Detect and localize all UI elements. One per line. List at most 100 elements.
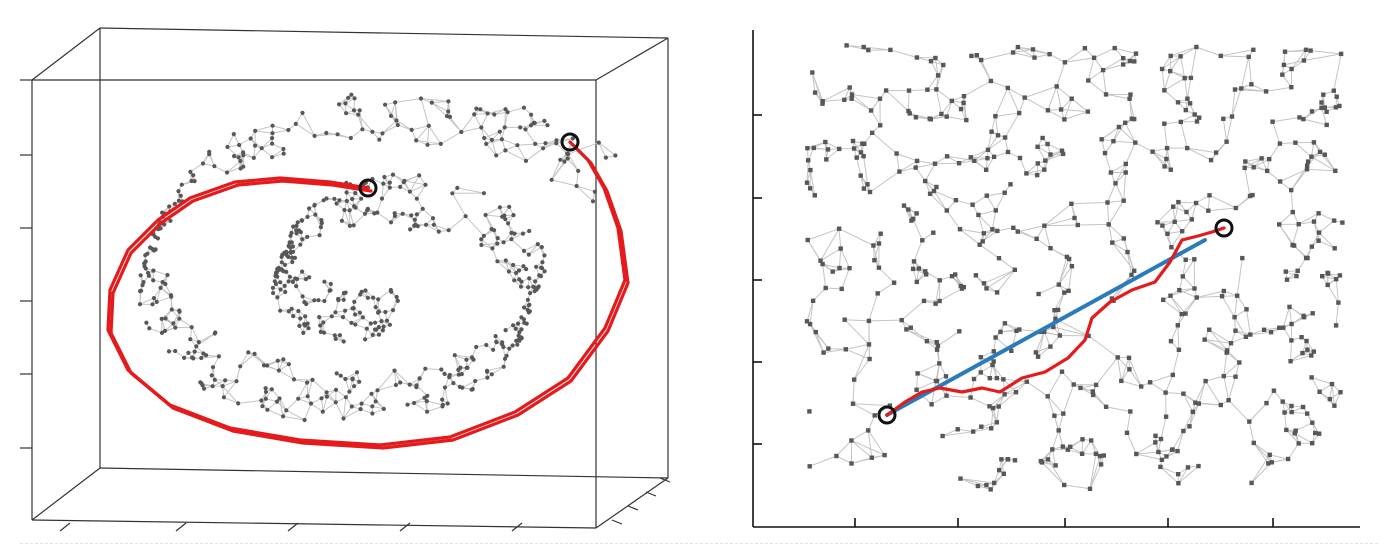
- data-point: [603, 155, 609, 160]
- data-point: [1002, 190, 1007, 195]
- data-point: [283, 289, 288, 295]
- data-point: [1305, 159, 1311, 164]
- graph-edge: [394, 370, 401, 383]
- data-point: [1316, 230, 1322, 235]
- graph-edge: [1081, 440, 1092, 455]
- data-point: [1065, 447, 1070, 452]
- graph-edge: [1235, 362, 1240, 377]
- graph-edge: [1161, 55, 1181, 70]
- data-point: [340, 315, 346, 320]
- data-point: [440, 397, 445, 402]
- data-point: [1176, 472, 1181, 477]
- graph-edge: [853, 358, 871, 380]
- data-point: [154, 299, 159, 304]
- graph-edge: [227, 133, 235, 148]
- data-point: [300, 294, 305, 299]
- graph-edge: [1149, 374, 1173, 383]
- data-point: [1103, 404, 1109, 409]
- graph-edge: [1163, 70, 1171, 91]
- unrolled-2d-plot: [752, 30, 1360, 528]
- graph-edge: [1121, 380, 1142, 387]
- data-point: [928, 59, 934, 64]
- graph-edge: [930, 116, 947, 120]
- data-point: [1247, 419, 1252, 424]
- data-point: [1229, 114, 1235, 119]
- graph-edge: [377, 370, 395, 391]
- data-point: [1042, 167, 1047, 172]
- data-point: [341, 339, 346, 344]
- data-point: [398, 184, 403, 189]
- data-point: [1164, 156, 1169, 162]
- graph-edge: [1170, 295, 1186, 314]
- data-point: [558, 157, 563, 162]
- data-point: [839, 286, 844, 292]
- data-point: [1168, 339, 1174, 344]
- data-point: [1091, 55, 1097, 60]
- graph-edge: [970, 149, 989, 158]
- data-point: [252, 351, 257, 356]
- graph-edge: [195, 333, 216, 347]
- graph-edge: [1004, 112, 1020, 138]
- data-point: [511, 213, 516, 218]
- graph-edge: [402, 213, 415, 221]
- data-point: [1338, 390, 1343, 395]
- data-point: [384, 318, 390, 323]
- data-point: [370, 129, 375, 134]
- data-point: [1050, 447, 1055, 452]
- graph-edge: [992, 364, 1004, 380]
- data-point: [352, 299, 357, 304]
- data-point: [866, 318, 872, 324]
- data-point: [1301, 58, 1307, 63]
- graph-edge: [851, 440, 885, 456]
- graph-edge: [1178, 465, 1199, 484]
- graph-edge: [351, 316, 364, 324]
- data-point: [995, 228, 1000, 234]
- data-point: [866, 428, 871, 433]
- data-point: [1127, 96, 1132, 101]
- graph-edge: [480, 113, 489, 128]
- graph-edge: [272, 125, 289, 131]
- data-point: [1325, 282, 1330, 288]
- data-point: [139, 288, 144, 293]
- graph-edge: [551, 179, 577, 187]
- data-point: [316, 298, 321, 303]
- data-point: [302, 322, 307, 327]
- data-point: [1197, 115, 1202, 120]
- graph-edge: [1223, 290, 1238, 297]
- graph-edge: [1035, 346, 1051, 353]
- graph-edge: [266, 365, 280, 371]
- data-point: [1127, 58, 1133, 64]
- data-point: [390, 308, 396, 313]
- data-point: [1045, 108, 1051, 113]
- data-point: [1277, 325, 1282, 330]
- data-point: [1128, 409, 1133, 414]
- data-point: [333, 336, 338, 341]
- data-point: [1259, 156, 1264, 161]
- data-point: [1207, 193, 1212, 198]
- graph-edge: [1104, 152, 1112, 173]
- data-point: [1268, 330, 1274, 335]
- data-point: [494, 340, 499, 345]
- graph-edge: [977, 214, 985, 234]
- data-point: [545, 123, 550, 128]
- graph-edge: [413, 402, 428, 413]
- graph-edge: [1269, 454, 1289, 460]
- data-point: [333, 387, 339, 392]
- box-edge: [31, 519, 597, 529]
- graph-edge: [279, 398, 287, 411]
- data-point: [1162, 164, 1167, 169]
- data-point: [1334, 94, 1339, 99]
- graph-edge: [870, 110, 881, 126]
- graph-edge: [989, 406, 998, 423]
- data-point: [293, 121, 298, 126]
- graph-edge: [1037, 146, 1046, 161]
- data-point: [539, 265, 544, 270]
- graph-edge: [963, 96, 967, 121]
- data-point: [1185, 145, 1190, 151]
- data-point: [347, 223, 352, 228]
- data-point: [479, 125, 484, 130]
- data-point: [425, 409, 430, 414]
- data-point: [1333, 323, 1339, 328]
- data-point: [976, 212, 981, 218]
- data-point: [570, 136, 576, 141]
